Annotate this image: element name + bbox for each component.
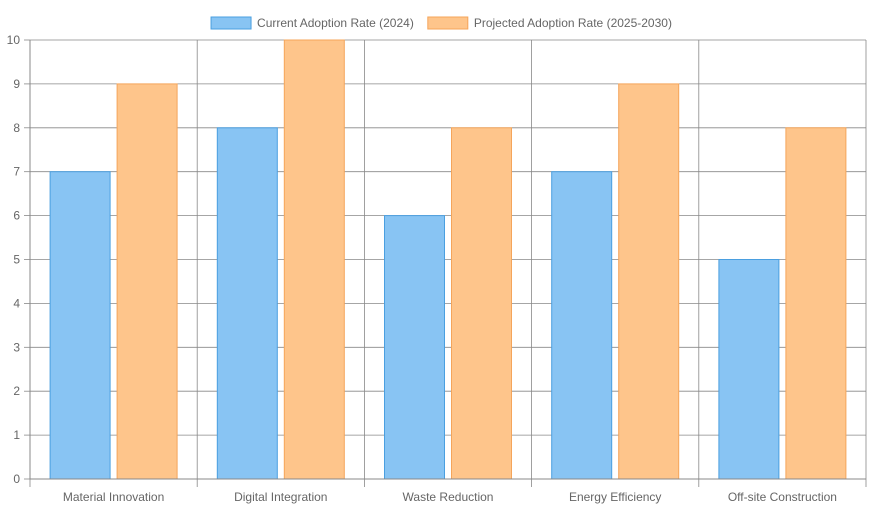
y-tick-label: 1 <box>13 428 20 442</box>
legend: Current Adoption Rate (2024) Projected Ad… <box>210 16 672 30</box>
x-tick-label: Waste Reduction <box>403 490 494 504</box>
legend-swatch-current[interactable] <box>210 16 252 30</box>
x-tick-label: Energy Efficiency <box>569 490 662 504</box>
x-tick-label: Off-site Construction <box>728 490 837 504</box>
y-tick-label: 9 <box>13 77 20 91</box>
y-tick-label: 8 <box>13 121 20 135</box>
bar-current[interactable] <box>49 171 111 480</box>
bars <box>49 39 847 480</box>
axes: 0 1 2 3 4 5 6 7 8 9 10 Material Innovation Digital I… <box>7 33 866 504</box>
bar-current[interactable] <box>718 259 780 480</box>
y-tick-label: 4 <box>13 296 20 310</box>
y-tick-label: 6 <box>13 209 20 223</box>
legend-swatch-projected[interactable] <box>427 16 469 30</box>
y-tick-label: 2 <box>13 384 20 398</box>
bar-current[interactable] <box>216 127 278 480</box>
legend-label: Projected Adoption Rate (2025-2030) <box>474 16 672 30</box>
bar-current[interactable] <box>551 171 613 480</box>
x-tick-label: Digital Integration <box>234 490 327 504</box>
bar-projected[interactable] <box>618 83 680 480</box>
x-tick-label: Material Innovation <box>63 490 164 504</box>
bar-projected[interactable] <box>116 83 178 480</box>
y-tick-label: 5 <box>13 253 20 267</box>
y-tick-label: 10 <box>7 33 21 47</box>
y-tick-label: 0 <box>13 472 20 486</box>
bar-projected[interactable] <box>451 127 512 480</box>
bar-projected[interactable] <box>283 39 345 480</box>
y-tick-label: 7 <box>13 165 20 179</box>
y-tick-label: 3 <box>13 340 20 354</box>
bar-projected[interactable] <box>785 127 847 480</box>
bar-current[interactable] <box>384 215 445 480</box>
legend-label: Current Adoption Rate (2024) <box>257 16 414 30</box>
